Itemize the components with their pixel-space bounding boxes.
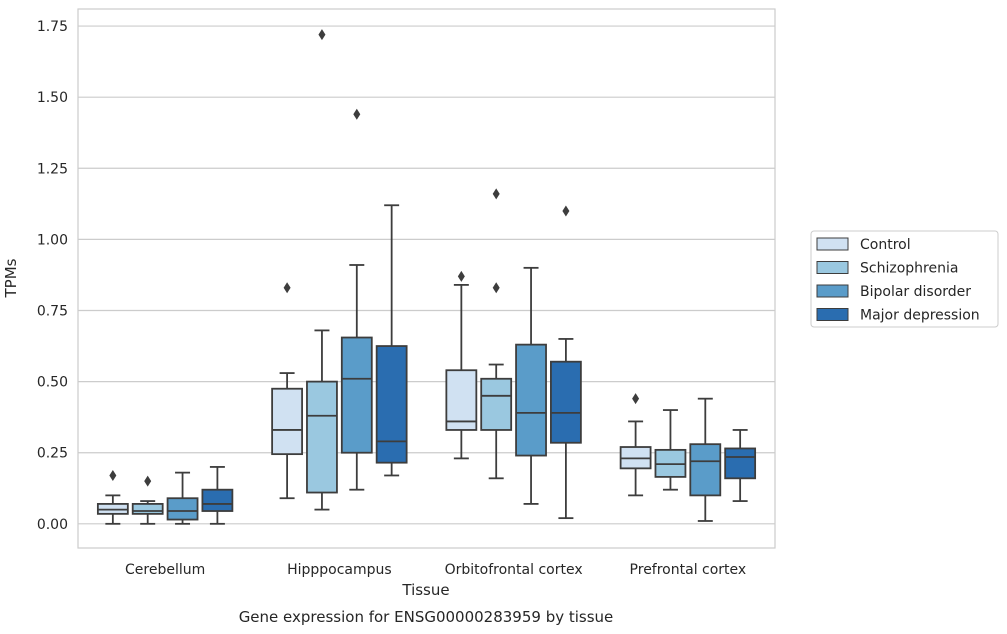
x-axis-label: Tissue [401,581,449,599]
x-tick-label: Hipppocampus [287,562,392,578]
outlier-marker [283,282,291,294]
legend-label: Control [860,237,911,253]
series-group [166,108,722,525]
outlier-marker [632,393,640,405]
x-tick-labels: Cerebellum Hipppocampus Orbitofrontal cort… [125,562,746,578]
box [271,387,303,456]
box [131,503,164,515]
box [724,447,757,480]
legend-swatch [816,308,849,321]
box [515,343,547,457]
series-group [131,29,687,525]
y-tick-label: 1.25 [37,161,68,177]
y-axis-label: TPMs [2,258,20,298]
box [166,497,199,521]
outlier-marker [109,469,117,481]
y-tick-label: 0.00 [37,517,68,533]
outlier-marker [457,270,465,282]
y-tick-label: 0.75 [37,303,68,319]
box [340,336,373,454]
y-gridlines [78,25,775,525]
y-tick-labels: 0.00 0.25 0.50 0.75 1.00 1.25 1.50 1.75 [37,19,68,533]
legend-label: Major depression [860,308,980,324]
legend: Control Schizophrenia Bipolar disorder Majo… [810,230,999,328]
y-tick-label: 0.50 [37,375,68,391]
x-tick-label: Orbitofrontal cortex [445,562,583,578]
plot-frame [77,8,776,549]
box [201,488,234,512]
box [480,377,513,431]
x-tick-label: Cerebellum [125,562,205,578]
legend-swatch [816,261,849,274]
outlier-marker [353,108,361,120]
outlier-marker [492,282,500,294]
x-tick-label: Prefrontal cortex [630,562,747,578]
series-group [201,204,757,525]
outlier-marker [144,475,152,487]
y-tick-label: 1.50 [37,90,68,106]
legend-label: Bipolar disorder [860,284,971,300]
legend-swatch [816,237,849,251]
y-tick-label: 1.00 [37,232,68,248]
series-group [96,270,652,525]
chart-caption: Gene expression for ENSG00000283959 by t… [239,608,614,626]
y-tick-label: 0.25 [37,446,68,462]
outlier-marker [318,29,326,41]
box [445,369,478,431]
box [306,380,338,494]
outlier-marker [492,188,500,200]
legend-swatch [816,284,849,298]
outlier-marker [562,205,570,217]
legend-frame [810,230,999,328]
box [550,360,582,444]
box-series [96,29,757,525]
box [689,443,722,497]
legend-label: Schizophrenia [860,261,958,277]
box [375,345,408,464]
y-tick-label: 1.75 [37,19,68,35]
